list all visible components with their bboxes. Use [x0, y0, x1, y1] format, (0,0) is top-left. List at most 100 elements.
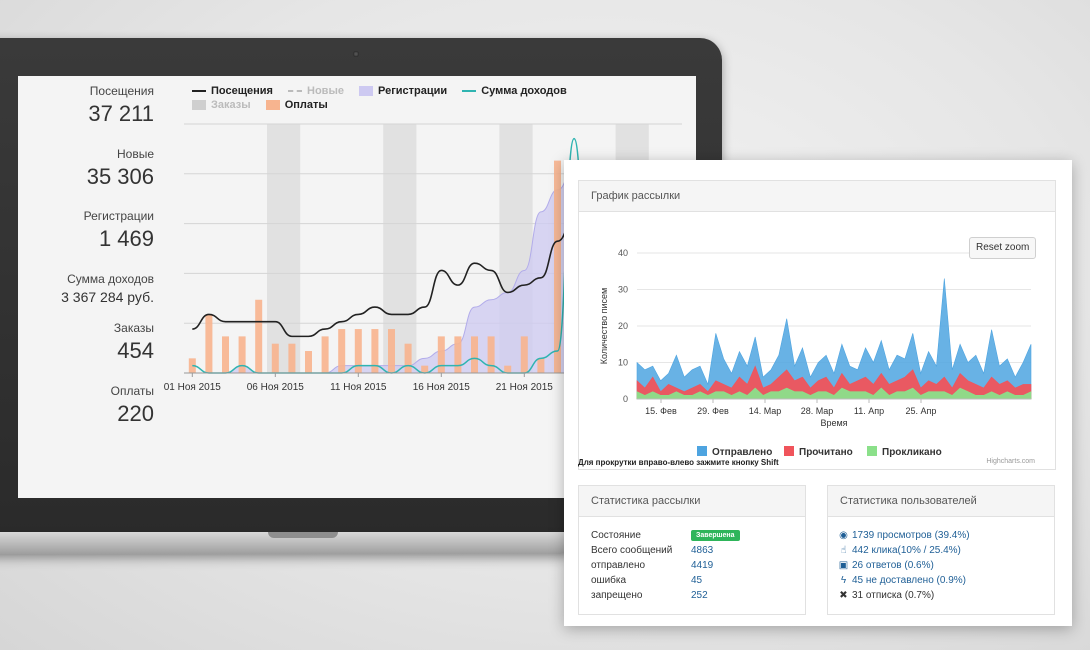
stat-value: 37 211 [88, 101, 154, 126]
legend-swatch [784, 446, 794, 456]
legend-swatch [697, 446, 707, 456]
legend-label: Прочитано [799, 447, 853, 458]
row-key: запрещено [591, 590, 643, 601]
legend-swatch [867, 446, 877, 456]
mail-chart: 0 10 20 30 40 Количество писем 15. Фев 29. Фев 1… [599, 248, 1035, 465]
main-chart-legend: Посещения Новые Регистрации Сумма доходо… [192, 84, 652, 112]
stat-label: Посещения [89, 84, 154, 98]
payment-bar [238, 336, 246, 373]
stat-row-error: ошибка 45 [591, 573, 702, 588]
stat-value: 454 [117, 338, 154, 363]
row-value[interactable]: 45 [691, 575, 703, 586]
hand-pointer-icon: ☝ [840, 545, 847, 556]
payment-bar [271, 343, 279, 373]
x-tick-label: 15. Фев [645, 406, 677, 416]
reset-zoom-button[interactable]: Reset zoom [969, 237, 1037, 259]
payment-bar [520, 336, 528, 373]
stat-new: Новые 35 306 [87, 147, 154, 190]
payment-bar [537, 358, 545, 373]
camera [353, 51, 359, 57]
mail-stats-box: Статистика рассылки Состояние Завершена В… [578, 485, 806, 615]
x-tick-label: 11 Ноя 2015 [330, 382, 387, 393]
series-area [636, 278, 1032, 400]
weekend-band [267, 124, 301, 373]
payment-bar [388, 329, 395, 373]
user-stat-clicks[interactable]: ☝ 442 клика(10% / 25.4%) [838, 543, 960, 558]
payment-bar [305, 351, 312, 373]
x-tick-label: 01 Ноя 2015 [164, 382, 222, 393]
stat-label: Новые [116, 147, 154, 161]
line-icon [462, 90, 477, 93]
legend-item-visits[interactable]: Посещения [192, 84, 273, 98]
series-area [636, 387, 1032, 400]
mail-chart-box: График рассылки 0 10 20 30 40 Количество писе… [578, 180, 1056, 470]
payment-bar [205, 314, 213, 373]
stat-registrations: Регистрации 1 469 [84, 209, 154, 252]
area-icon [359, 86, 374, 97]
y-tick-label: 30 [618, 285, 628, 295]
payment-bar [288, 343, 296, 373]
x-tick-label: 21 Ноя 2015 [496, 382, 554, 393]
x-tick-label: 14. Мар [749, 406, 782, 416]
stat-row-total: Всего сообщений 4863 [591, 543, 713, 558]
payment-bar [255, 299, 263, 373]
stat-row-sent: отправлено 4419 [591, 558, 713, 573]
legend-label: Прокликано [882, 447, 942, 458]
payment-bar [471, 336, 478, 373]
row-value[interactable]: 4863 [691, 545, 714, 556]
stat-label: Оплаты [110, 384, 154, 398]
dashed-line-icon [288, 90, 303, 93]
square-icon [265, 100, 280, 111]
payment-bar [404, 343, 412, 373]
x-tick-label: 16 Ноя 2015 [413, 382, 471, 393]
stat-label: Заказы [113, 321, 154, 335]
payment-bar [437, 336, 445, 373]
mail-chart-title: График рассылки [579, 181, 1055, 212]
x-tick-label: 29. Фев [697, 406, 729, 416]
y-tick-label: 40 [618, 248, 628, 258]
lightning-icon: ϟ [840, 575, 847, 586]
payment-bar [371, 329, 379, 373]
user-stats-box: Статистика пользователей ◉ 1739 просмотро… [827, 485, 1055, 615]
square-icon [192, 100, 206, 111]
y-tick-label: 10 [618, 358, 628, 368]
user-stat-replies[interactable]: ▣ 26 ответов (0.6%) [838, 560, 934, 571]
user-stat-undelivered[interactable]: ϟ 45 не доставлено (0.9%) [838, 573, 966, 588]
stat-value: 3 367 284 руб. [61, 289, 154, 305]
payment-bar [321, 336, 329, 373]
line-icon [192, 90, 206, 93]
stat-row-status: Состояние Завершена [591, 528, 740, 543]
scroll-hint: Для прокрутки вправо-влево зажмите кнопк… [578, 458, 779, 467]
x-axis-title: Время [820, 418, 847, 428]
stat-visits: Посещения 37 211 [88, 84, 154, 127]
row-value[interactable]: 252 [691, 590, 708, 601]
legend-item-registrations[interactable]: Регистрации [359, 84, 447, 98]
payment-bar [487, 336, 495, 373]
stat-label: Регистрации [83, 209, 154, 223]
y-tick-label: 20 [618, 321, 628, 331]
y-axis-title: Количество писем [599, 288, 609, 364]
x-tick-label: 11. Апр [854, 406, 884, 416]
series-area [636, 365, 1032, 400]
row-value[interactable]: 4419 [691, 560, 714, 571]
payment-bar [421, 365, 429, 373]
row-key: Состояние [591, 530, 641, 541]
stat-orders: Заказы 454 [114, 321, 154, 364]
payment-bar [354, 329, 362, 373]
legend-item-new[interactable]: Новые [288, 84, 344, 98]
user-stat-views[interactable]: ◉ 1739 просмотров (39.4%) [839, 530, 970, 541]
eye-icon: ◉ [839, 530, 848, 541]
row-key: Всего сообщений [591, 545, 673, 556]
status-badge: Завершена [691, 529, 740, 541]
stat-revenue: Сумма доходов 3 367 284 руб. [61, 272, 154, 305]
stat-payments: Оплаты 220 [111, 384, 154, 427]
legend-item-payments[interactable]: Оплаты [265, 98, 328, 112]
user-stat-unsubscribes: ✖ 31 отписка (0.7%) [839, 590, 935, 601]
y-tick-label: 0 [623, 394, 628, 404]
payment-bar [454, 336, 462, 373]
x-tick-label: 06 Ноя 2015 [247, 382, 305, 393]
row-key: ошибка [591, 575, 627, 586]
legend-item-orders[interactable]: Заказы [192, 98, 251, 112]
laptop-notch [268, 532, 338, 538]
legend-item-revenue[interactable]: Сумма доходов [462, 84, 567, 98]
